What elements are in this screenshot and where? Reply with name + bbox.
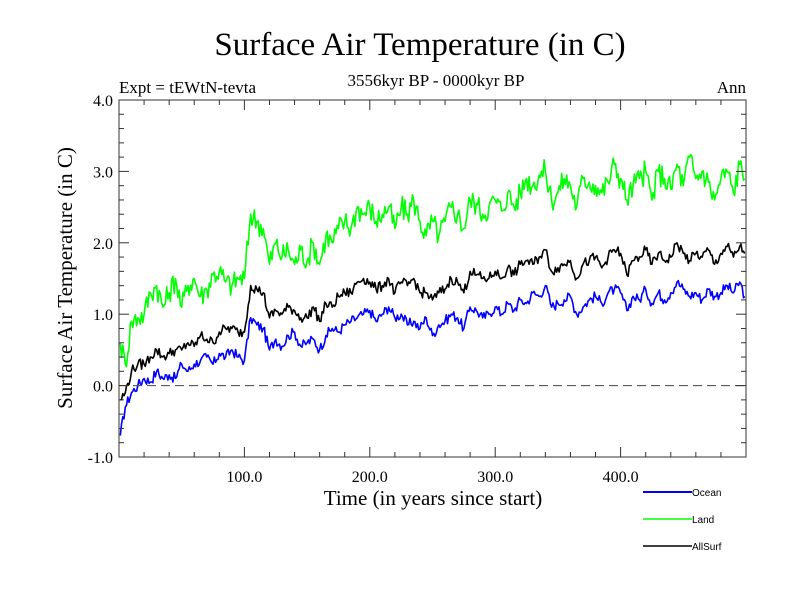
chart-title: Surface Air Temperature (in C): [214, 27, 625, 63]
y-tick-label: 4.0: [93, 93, 113, 110]
x-tick-label: 100.0: [226, 469, 262, 486]
y-axis-label: Surface Air Temperature (in C): [53, 147, 77, 409]
series-line-allsurf: [120, 242, 746, 401]
x-tick-label: 300.0: [477, 469, 513, 486]
y-tick-label: -1.0: [88, 450, 113, 467]
x-tick-label: 400.0: [603, 469, 639, 486]
series-line-land: [119, 153, 746, 368]
y-tick-label: 2.0: [93, 236, 113, 253]
y-tick-label: 0.0: [93, 379, 113, 396]
season-label: Ann: [717, 78, 747, 97]
legend: Ocean Land AllSurf: [643, 488, 722, 553]
legend-label-land: Land: [692, 515, 714, 526]
ticks-layer: [119, 100, 746, 457]
legend-label-ocean: Ocean: [692, 488, 721, 499]
x-axis-label: Time (in years since start): [324, 486, 543, 510]
tick-labels-layer: 100.0 200.0 300.0 400.0 -1.0 0.0 1.0 2.0 3.0 4.0: [88, 93, 639, 486]
legend-label-allsurf: AllSurf: [692, 542, 722, 553]
experiment-label: Expt = tEWtN-tevta: [119, 78, 257, 97]
y-tick-label: 1.0: [93, 307, 113, 324]
series-line-ocean: [119, 279, 746, 436]
y-tick-label: 3.0: [93, 164, 113, 181]
series-layer: [119, 153, 746, 436]
period-label: 3556kyr BP - 0000kyr BP: [348, 71, 525, 90]
plot-frame: [118, 99, 747, 458]
x-tick-label: 200.0: [352, 469, 388, 486]
